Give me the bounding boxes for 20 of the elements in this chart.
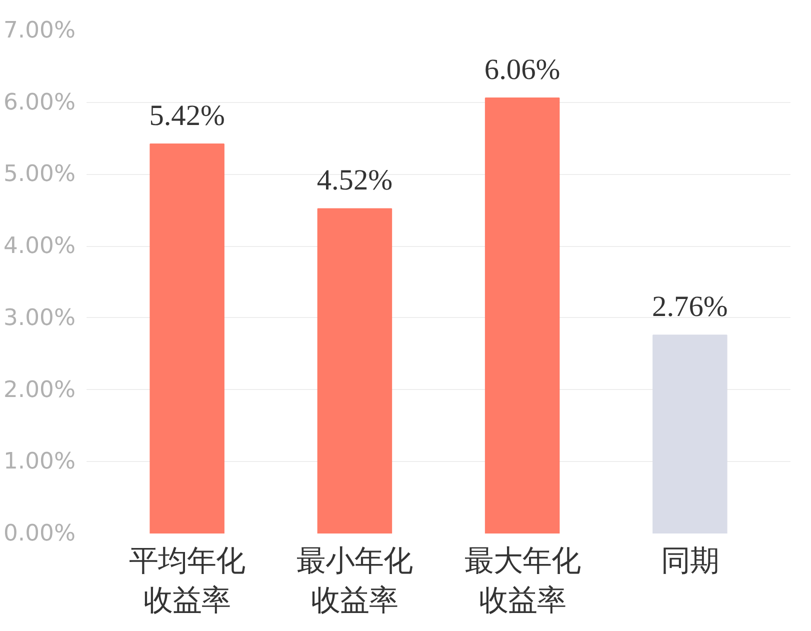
y-tick-label: 2.00% xyxy=(4,376,76,403)
x-tick-label: 最小年化收益率 xyxy=(296,544,413,618)
data-label: 6.06% xyxy=(484,54,560,86)
y-tick-label: 0.00% xyxy=(4,520,76,546)
y-tick-label: 3.00% xyxy=(4,304,76,331)
y-tick-label: 6.00% xyxy=(4,89,76,116)
x-tick-label: 同期 xyxy=(660,544,719,578)
y-tick-label: 1.00% xyxy=(4,448,76,475)
y-tick-label: 4.00% xyxy=(4,233,76,260)
data-label: 5.42% xyxy=(149,100,225,132)
bar xyxy=(484,98,560,534)
bar xyxy=(317,208,392,534)
y-tick-label: 5.00% xyxy=(4,161,76,188)
data-label: 2.76% xyxy=(652,291,728,324)
bar xyxy=(652,334,728,534)
data-label: 4.52% xyxy=(316,164,393,197)
y-tick-label: 7.00% xyxy=(4,18,76,44)
x-tick-label: 平均年化收益率 xyxy=(129,544,246,618)
bar xyxy=(150,144,224,534)
x-tick-label: 最大年化收益率 xyxy=(464,544,580,618)
